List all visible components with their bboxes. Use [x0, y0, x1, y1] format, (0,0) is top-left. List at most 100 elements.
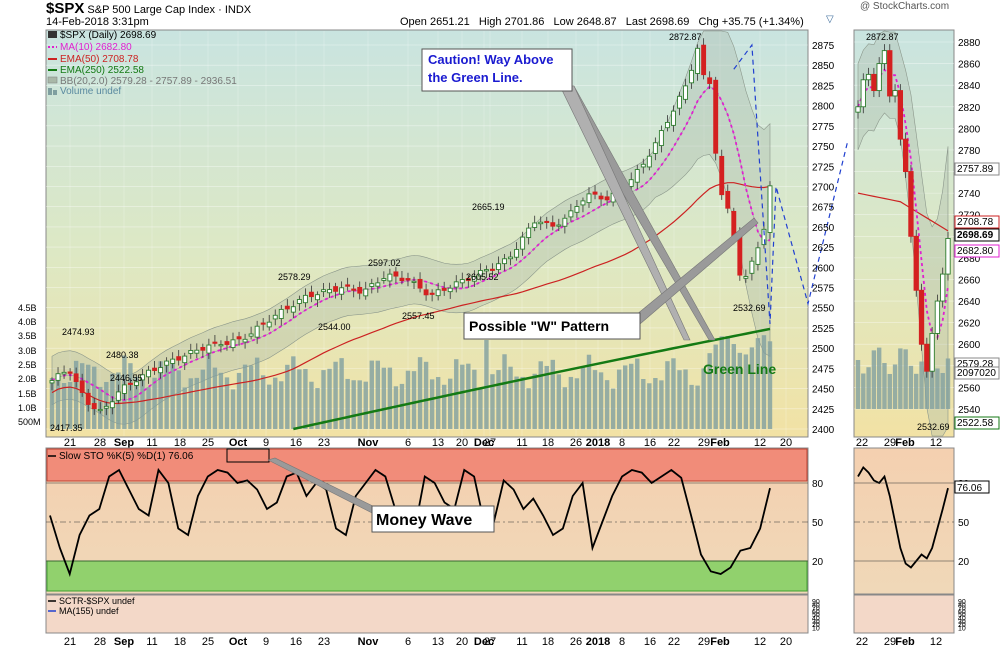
candle-body — [296, 299, 302, 304]
candle-body — [254, 325, 260, 338]
candle-body — [194, 349, 200, 354]
candle-body — [707, 77, 713, 84]
volume-bar — [146, 387, 151, 429]
volume-bar — [218, 372, 224, 429]
candle-body — [411, 280, 417, 283]
zoom-x-tick: Feb — [895, 636, 915, 648]
volume-bar — [194, 377, 200, 429]
candle-body — [628, 179, 634, 187]
candle-body — [719, 155, 725, 196]
y-tick-label: 2700 — [812, 182, 835, 193]
volume-bar — [176, 370, 181, 429]
volume-bar — [580, 366, 586, 429]
candle-body — [568, 210, 574, 218]
zoom-value-box — [954, 416, 1000, 430]
zoom-candle-body — [918, 289, 925, 345]
volume-bar — [725, 336, 730, 429]
volume-tick-label: 4.0B — [18, 317, 37, 327]
sctr-ma-legend: MA(155) undef — [59, 606, 119, 616]
zoom-value-label: 2579.28 — [957, 359, 994, 370]
candle-body — [91, 403, 97, 410]
x-tick-label: 26 — [570, 636, 582, 648]
volume-bar — [478, 388, 483, 429]
annotation-callouts: Caution! Way Above the Green Line. Possi… — [421, 48, 776, 377]
volume-bar — [604, 380, 610, 429]
open-value: 2651.21 — [429, 16, 470, 28]
volume-bar — [67, 382, 73, 429]
zoom-ema50-line — [857, 192, 949, 232]
x-tick-label: 28 — [94, 437, 106, 449]
zoom-y-tick: 2740 — [958, 189, 981, 200]
zoom-value-box — [954, 228, 1000, 242]
candle-body — [532, 222, 538, 228]
zoom-sctr-y-tick: 70 — [958, 606, 966, 613]
candle-body — [490, 268, 495, 271]
zoom-sctr-y-tick: 30 — [958, 619, 966, 626]
sctr-y-tick: 20 — [812, 622, 820, 629]
x-tick-label: Feb — [710, 636, 730, 648]
zoom-x-tick: 22 — [856, 437, 868, 449]
candle-body — [164, 360, 170, 366]
zoom-candle-body — [945, 238, 951, 275]
volume-bar — [659, 380, 664, 429]
volume-bar — [303, 368, 308, 429]
x-tick-label: Sep — [114, 636, 134, 648]
x-tick-label: 28 — [94, 636, 106, 648]
zoom-bollinger-band — [857, 30, 949, 437]
candle-body — [206, 344, 212, 354]
zoom-candle-body — [892, 90, 898, 97]
price-annotation: 2597.02 — [368, 258, 401, 268]
zoom-volume-bar — [855, 360, 861, 409]
zoom-stoch-value-box — [954, 480, 990, 494]
volume-bar — [363, 381, 368, 429]
zoom-volume-bar — [945, 358, 951, 409]
price-annotation: 2417.35 — [50, 423, 83, 433]
x-tick-label: 12 — [754, 437, 766, 449]
volume-bar — [435, 377, 441, 429]
zoom-volume-bar — [861, 373, 866, 409]
candle-body — [483, 269, 489, 272]
candle-body — [315, 294, 320, 301]
candle-body — [562, 217, 568, 227]
x-tick-label: 22 — [668, 437, 680, 449]
zoom-stoch-y-tick: 50 — [958, 518, 970, 529]
chart-date: 14-Feb-2018 3:31pm — [46, 16, 149, 28]
candle-body — [441, 287, 447, 291]
zoom-candle-body — [865, 73, 872, 81]
candle-body — [188, 350, 194, 354]
x-tick-label: Oct — [229, 437, 248, 449]
candle-body — [417, 278, 423, 289]
sctr-y-tick: 70 — [812, 606, 820, 613]
zoom-volume-bar — [898, 348, 903, 409]
volume-tick-label: 3.5B — [18, 331, 37, 341]
zoom-candle-body — [860, 79, 866, 108]
collapse-chevron-icon[interactable]: ▽ — [826, 14, 834, 25]
zoom-sctr-y-tick: 40 — [958, 616, 966, 623]
volume-bar — [236, 372, 242, 429]
volume-bar — [254, 357, 260, 429]
zoom-candle-body — [855, 106, 861, 113]
x-tick-label: 21 — [64, 437, 76, 449]
volume-bar — [707, 353, 712, 429]
x-tick-label: Dec — [474, 437, 494, 449]
candle-body — [170, 358, 176, 364]
candlesticks — [49, 38, 773, 416]
zoom-sctr-y-tick: 20 — [958, 622, 966, 629]
volume-tick-label: 1.0B — [18, 403, 37, 413]
candle-body — [182, 355, 188, 364]
price-annotation: 2578.29 — [278, 272, 311, 282]
volume-bar — [55, 377, 61, 429]
volume-bar — [212, 367, 218, 429]
zoom-candle-body — [913, 235, 919, 291]
volume-bar — [466, 363, 471, 429]
main-legend: $SPX (Daily) 2698.69 MA(10) 2682.80 EMA(… — [47, 30, 237, 97]
zoom-y-tick: 2620 — [958, 319, 981, 330]
y-tick-label: 2575 — [812, 284, 835, 295]
volume-tick-label: 2.0B — [18, 374, 37, 384]
volume-bar — [767, 341, 773, 429]
x-tick-label: 25 — [202, 636, 214, 648]
stoch-y-tick: 80 — [812, 479, 824, 490]
candle-body — [357, 286, 363, 294]
x-tick-label: 18 — [174, 437, 186, 449]
